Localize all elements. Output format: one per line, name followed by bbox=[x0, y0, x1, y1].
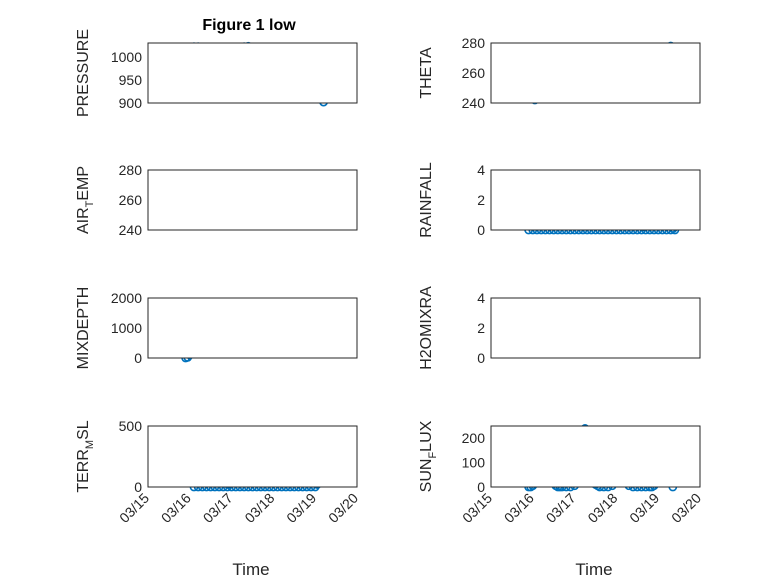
x-tick-label: 03/19 bbox=[283, 490, 319, 526]
x-tick-label: 03/17 bbox=[543, 490, 579, 526]
y-axis-label-main: SUN bbox=[418, 459, 435, 493]
axes-frame bbox=[147, 297, 358, 359]
y-tick-label: 260 bbox=[462, 65, 486, 81]
y-axis-label-subscript: M bbox=[84, 440, 96, 449]
y-axis-label-main: RAINFALL bbox=[418, 162, 435, 238]
axes-frame bbox=[147, 42, 358, 104]
y-axis-label-subscript: F bbox=[427, 452, 439, 459]
x-tick-label: 03/18 bbox=[241, 490, 277, 526]
y-tick-label: 100 bbox=[462, 455, 486, 471]
y-axis-label: TERRMSL bbox=[75, 420, 96, 492]
y-tick-label: 950 bbox=[119, 72, 143, 88]
y-axis-label-subscript: T bbox=[84, 200, 96, 207]
y-tick-label: 240 bbox=[462, 95, 486, 111]
y-axis-label-main: H2OMIXRA bbox=[418, 286, 435, 370]
subplot-terr_msl: 03/15 03/16 03/17 03/18 03/19 03/20 0 500 TERRMS… bbox=[75, 418, 361, 526]
y-tick-label: 0 bbox=[477, 350, 485, 366]
axes-frame bbox=[147, 169, 358, 231]
subplot-mixdepth: 0 1000 2000 MIXDEPTH bbox=[75, 287, 358, 370]
axes-frame bbox=[490, 169, 701, 231]
y-axis-label: THETA bbox=[418, 47, 435, 99]
y-axis-label-main: TERR bbox=[75, 449, 92, 493]
y-axis-label-main: PRESSURE bbox=[75, 29, 92, 117]
y-axis-label-tail: LUX bbox=[418, 420, 435, 451]
axes-frame bbox=[490, 297, 701, 359]
subplot-sun_flux: 03/15 03/16 03/17 03/18 03/19 03/20 0 100 200 SUN… bbox=[418, 420, 704, 526]
y-tick-label: 4 bbox=[477, 162, 485, 178]
y-tick-label: 2000 bbox=[111, 290, 142, 306]
axes-frame bbox=[147, 425, 358, 488]
subplot-theta: 240 260 280 THETA bbox=[418, 35, 701, 111]
y-tick-label: 280 bbox=[462, 35, 486, 51]
y-axis-label: AIRTEMP bbox=[75, 166, 96, 234]
y-tick-label: 0 bbox=[134, 350, 142, 366]
y-tick-label: 2 bbox=[477, 320, 485, 336]
x-tick-label: 03/20 bbox=[325, 490, 361, 526]
y-tick-label: 280 bbox=[119, 162, 143, 178]
y-axis-label: SUNFLUX bbox=[418, 420, 439, 492]
y-tick-label: 2 bbox=[477, 192, 485, 208]
axes-frame bbox=[490, 425, 701, 488]
axes-frame bbox=[490, 42, 701, 104]
y-tick-label: 0 bbox=[477, 222, 485, 238]
y-axis-label-main: MIXDEPTH bbox=[75, 287, 92, 370]
y-axis-label-tail: SL bbox=[75, 420, 92, 440]
x-tick-label: 03/16 bbox=[158, 490, 194, 526]
x-tick-label: 03/20 bbox=[668, 490, 704, 526]
x-tick-label: 03/15 bbox=[459, 490, 495, 526]
x-tick-label: 03/16 bbox=[501, 490, 537, 526]
figure-title: Figure 1 low bbox=[202, 17, 296, 34]
x-axis-label-right: Time bbox=[575, 560, 612, 579]
y-axis-label-tail: EMP bbox=[75, 166, 92, 201]
x-tick-label: 03/15 bbox=[116, 490, 152, 526]
y-tick-label: 240 bbox=[119, 222, 143, 238]
y-axis-label: RAINFALL bbox=[418, 162, 435, 238]
y-tick-label: 1000 bbox=[111, 49, 142, 65]
y-axis-label: H2OMIXRA bbox=[418, 286, 435, 370]
x-axis-label-left: Time bbox=[232, 560, 269, 579]
subplot-rainfall: 0 2 4 RAINFALL bbox=[418, 162, 701, 238]
y-axis-label: MIXDEPTH bbox=[75, 287, 92, 370]
y-tick-label: 4 bbox=[477, 290, 485, 306]
y-tick-label: 900 bbox=[119, 95, 143, 111]
x-tick-label: 03/19 bbox=[626, 490, 662, 526]
y-axis-label-main: AIR bbox=[75, 207, 92, 234]
x-tick-label: 03/17 bbox=[200, 490, 236, 526]
subplot-pressure: 900 950 1000 PRESSURE bbox=[75, 29, 358, 117]
y-tick-label: 1000 bbox=[111, 320, 142, 336]
x-tick-label: 03/18 bbox=[584, 490, 620, 526]
y-tick-label: 260 bbox=[119, 192, 143, 208]
y-tick-label: 500 bbox=[119, 418, 143, 434]
y-tick-label: 0 bbox=[477, 479, 485, 495]
y-axis-label-main: THETA bbox=[418, 47, 435, 99]
y-axis-label: PRESSURE bbox=[75, 29, 92, 117]
y-tick-label: 200 bbox=[462, 430, 486, 446]
subplot-air_temp: 240 260 280 AIRTEMP bbox=[75, 162, 358, 238]
y-tick-label: 0 bbox=[134, 479, 142, 495]
subplot-h2omixra: 0 2 4 H2OMIXRA bbox=[418, 286, 701, 370]
